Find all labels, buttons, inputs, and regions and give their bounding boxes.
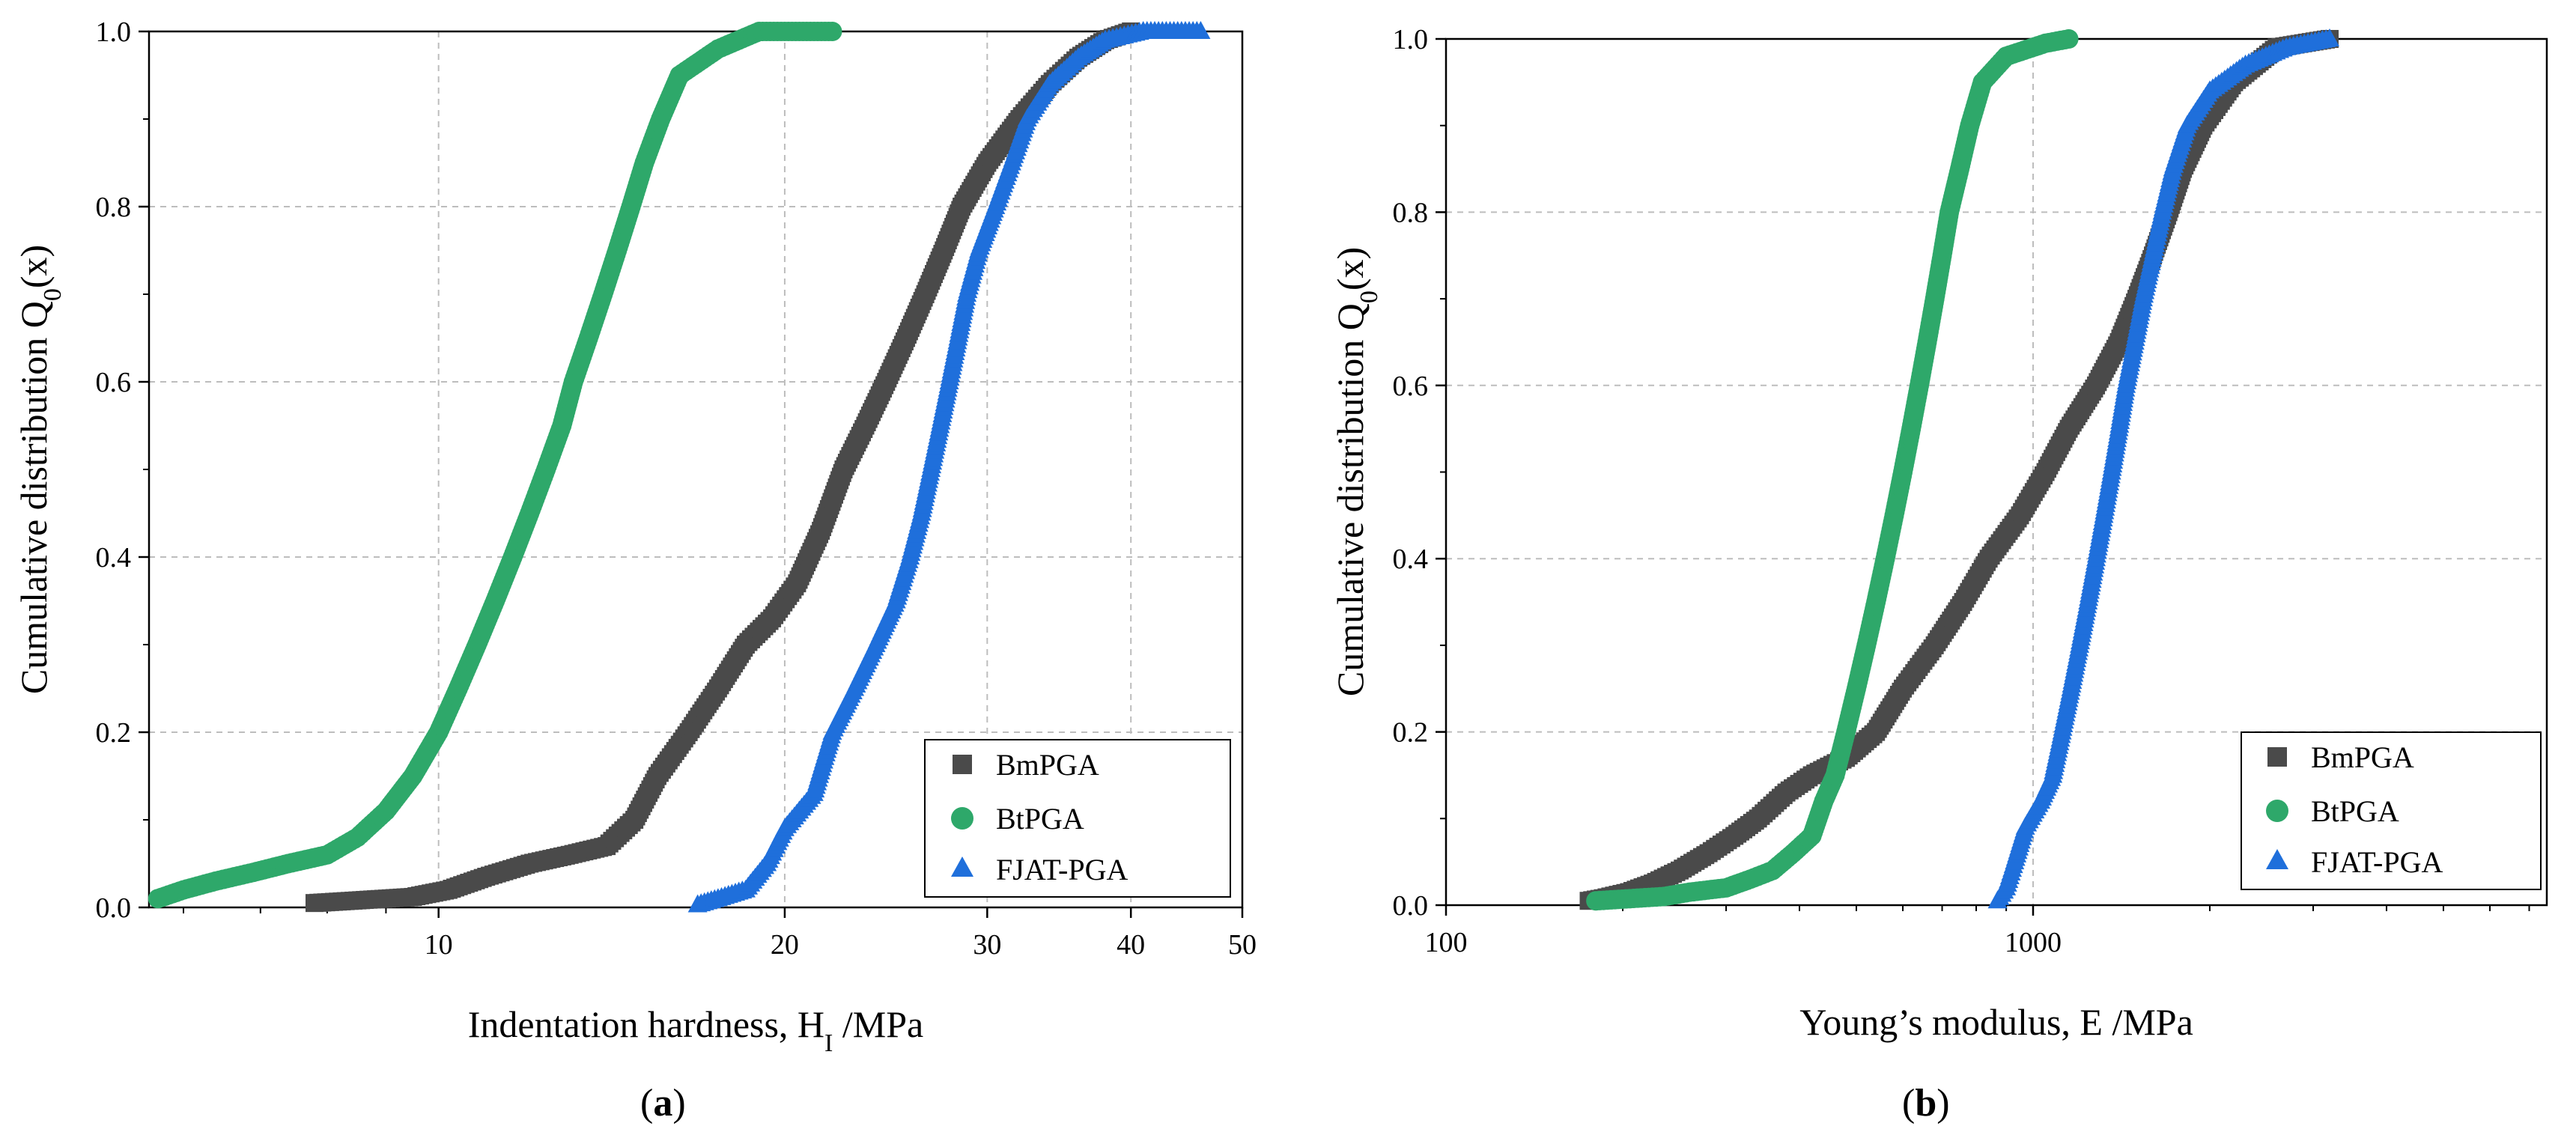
legend-b: BmPGA BtPGA FJAT-PGA bbox=[2241, 731, 2542, 890]
y-tick-label-b: 0.4 bbox=[1393, 544, 1429, 575]
legend-label-bmpga-a: BmPGA bbox=[996, 748, 1099, 782]
x-tick-label-a: 50 bbox=[1228, 929, 1257, 961]
axis-ticks-b: 0.0 0.2 0.4 0.6 0.8 1.0 100 1000 bbox=[1393, 24, 2530, 958]
series-btpga-b bbox=[1586, 29, 2079, 911]
legend-box-b bbox=[2241, 731, 2542, 890]
y-tick-label-b: 0.6 bbox=[1393, 371, 1429, 402]
axis-ticks-a: 0.0 0.2 0.4 0.6 0.8 1.0 10 20 30 40 50 bbox=[96, 16, 1257, 961]
legend-label-btpga-a: BtPGA bbox=[996, 802, 1084, 836]
legend-marker-bmpga-b bbox=[2267, 747, 2287, 767]
series-group-a bbox=[148, 21, 1211, 913]
legend-marker-fjat-b bbox=[2266, 849, 2288, 869]
x-tick-label-a: 20 bbox=[771, 929, 799, 961]
y-tick-label-a: 0.4 bbox=[96, 542, 132, 573]
series-group-b bbox=[1579, 28, 2339, 911]
y-tick-label-a: 0.6 bbox=[96, 367, 132, 398]
y-tick-label-a: 1.0 bbox=[96, 16, 132, 48]
series-fjat-pga-b bbox=[1987, 28, 2339, 909]
x-tick-label-b: 100 bbox=[1425, 927, 1468, 958]
legend-marker-btpga-b bbox=[2266, 800, 2288, 822]
panel-label-b: (b) bbox=[1902, 1082, 1950, 1125]
data-point-btpga bbox=[2059, 29, 2079, 49]
y-tick-label-b: 1.0 bbox=[1393, 24, 1429, 55]
chart-panel-a: 0.0 0.2 0.4 0.6 0.8 1.0 10 20 30 40 50 BmPGA BtPGA… bbox=[13, 16, 1257, 1125]
data-point-fjat-pga bbox=[2319, 28, 2339, 46]
chart-panel-b: 0.0 0.2 0.4 0.6 0.8 1.0 100 1000 BmPGA BtPGA FJ… bbox=[1329, 24, 2548, 1125]
legend-label-fjat-b: FJAT-PGA bbox=[2311, 845, 2443, 879]
y-tick-label-b: 0.8 bbox=[1393, 197, 1429, 228]
legend-marker-bmpga-a bbox=[953, 755, 972, 774]
legend-marker-btpga-a bbox=[951, 807, 973, 830]
y-axis-title-b: Cumulative distribution Q0(x) bbox=[1329, 247, 1383, 696]
legend-label-bmpga-b: BmPGA bbox=[2311, 740, 2414, 774]
x-tick-label-a: 40 bbox=[1117, 929, 1145, 961]
data-point-btpga bbox=[822, 22, 842, 41]
legend-a: BmPGA BtPGA FJAT-PGA bbox=[924, 739, 1231, 898]
legend-box-a bbox=[924, 739, 1231, 898]
panel-label-a: (a) bbox=[640, 1082, 686, 1125]
x-tick-label-a: 10 bbox=[425, 929, 453, 961]
x-tick-label-b: 1000 bbox=[2005, 927, 2062, 958]
y-tick-label-a: 0.0 bbox=[96, 892, 132, 924]
series-fjat-pga-a bbox=[687, 21, 1211, 913]
x-tick-label-a: 30 bbox=[973, 929, 1001, 961]
x-axis-title-a: Indentation hardness, HI /MPa bbox=[468, 1003, 923, 1057]
legend-label-fjat-a: FJAT-PGA bbox=[996, 853, 1128, 886]
y-tick-label-a: 0.2 bbox=[96, 717, 132, 749]
y-axis-title-a: Cumulative distribution Q0(x) bbox=[13, 245, 67, 694]
y-tick-label-b: 0.2 bbox=[1393, 717, 1429, 749]
series-btpga-a bbox=[148, 22, 842, 909]
y-tick-label-b: 0.0 bbox=[1393, 890, 1429, 922]
x-axis-title-b: Young’s modulus, E /MPa bbox=[1799, 1001, 2193, 1043]
data-point-fjat-pga bbox=[1191, 21, 1211, 39]
legend-marker-fjat-a bbox=[951, 856, 973, 877]
legend-label-btpga-b: BtPGA bbox=[2311, 794, 2399, 828]
y-tick-label-a: 0.8 bbox=[96, 192, 132, 223]
